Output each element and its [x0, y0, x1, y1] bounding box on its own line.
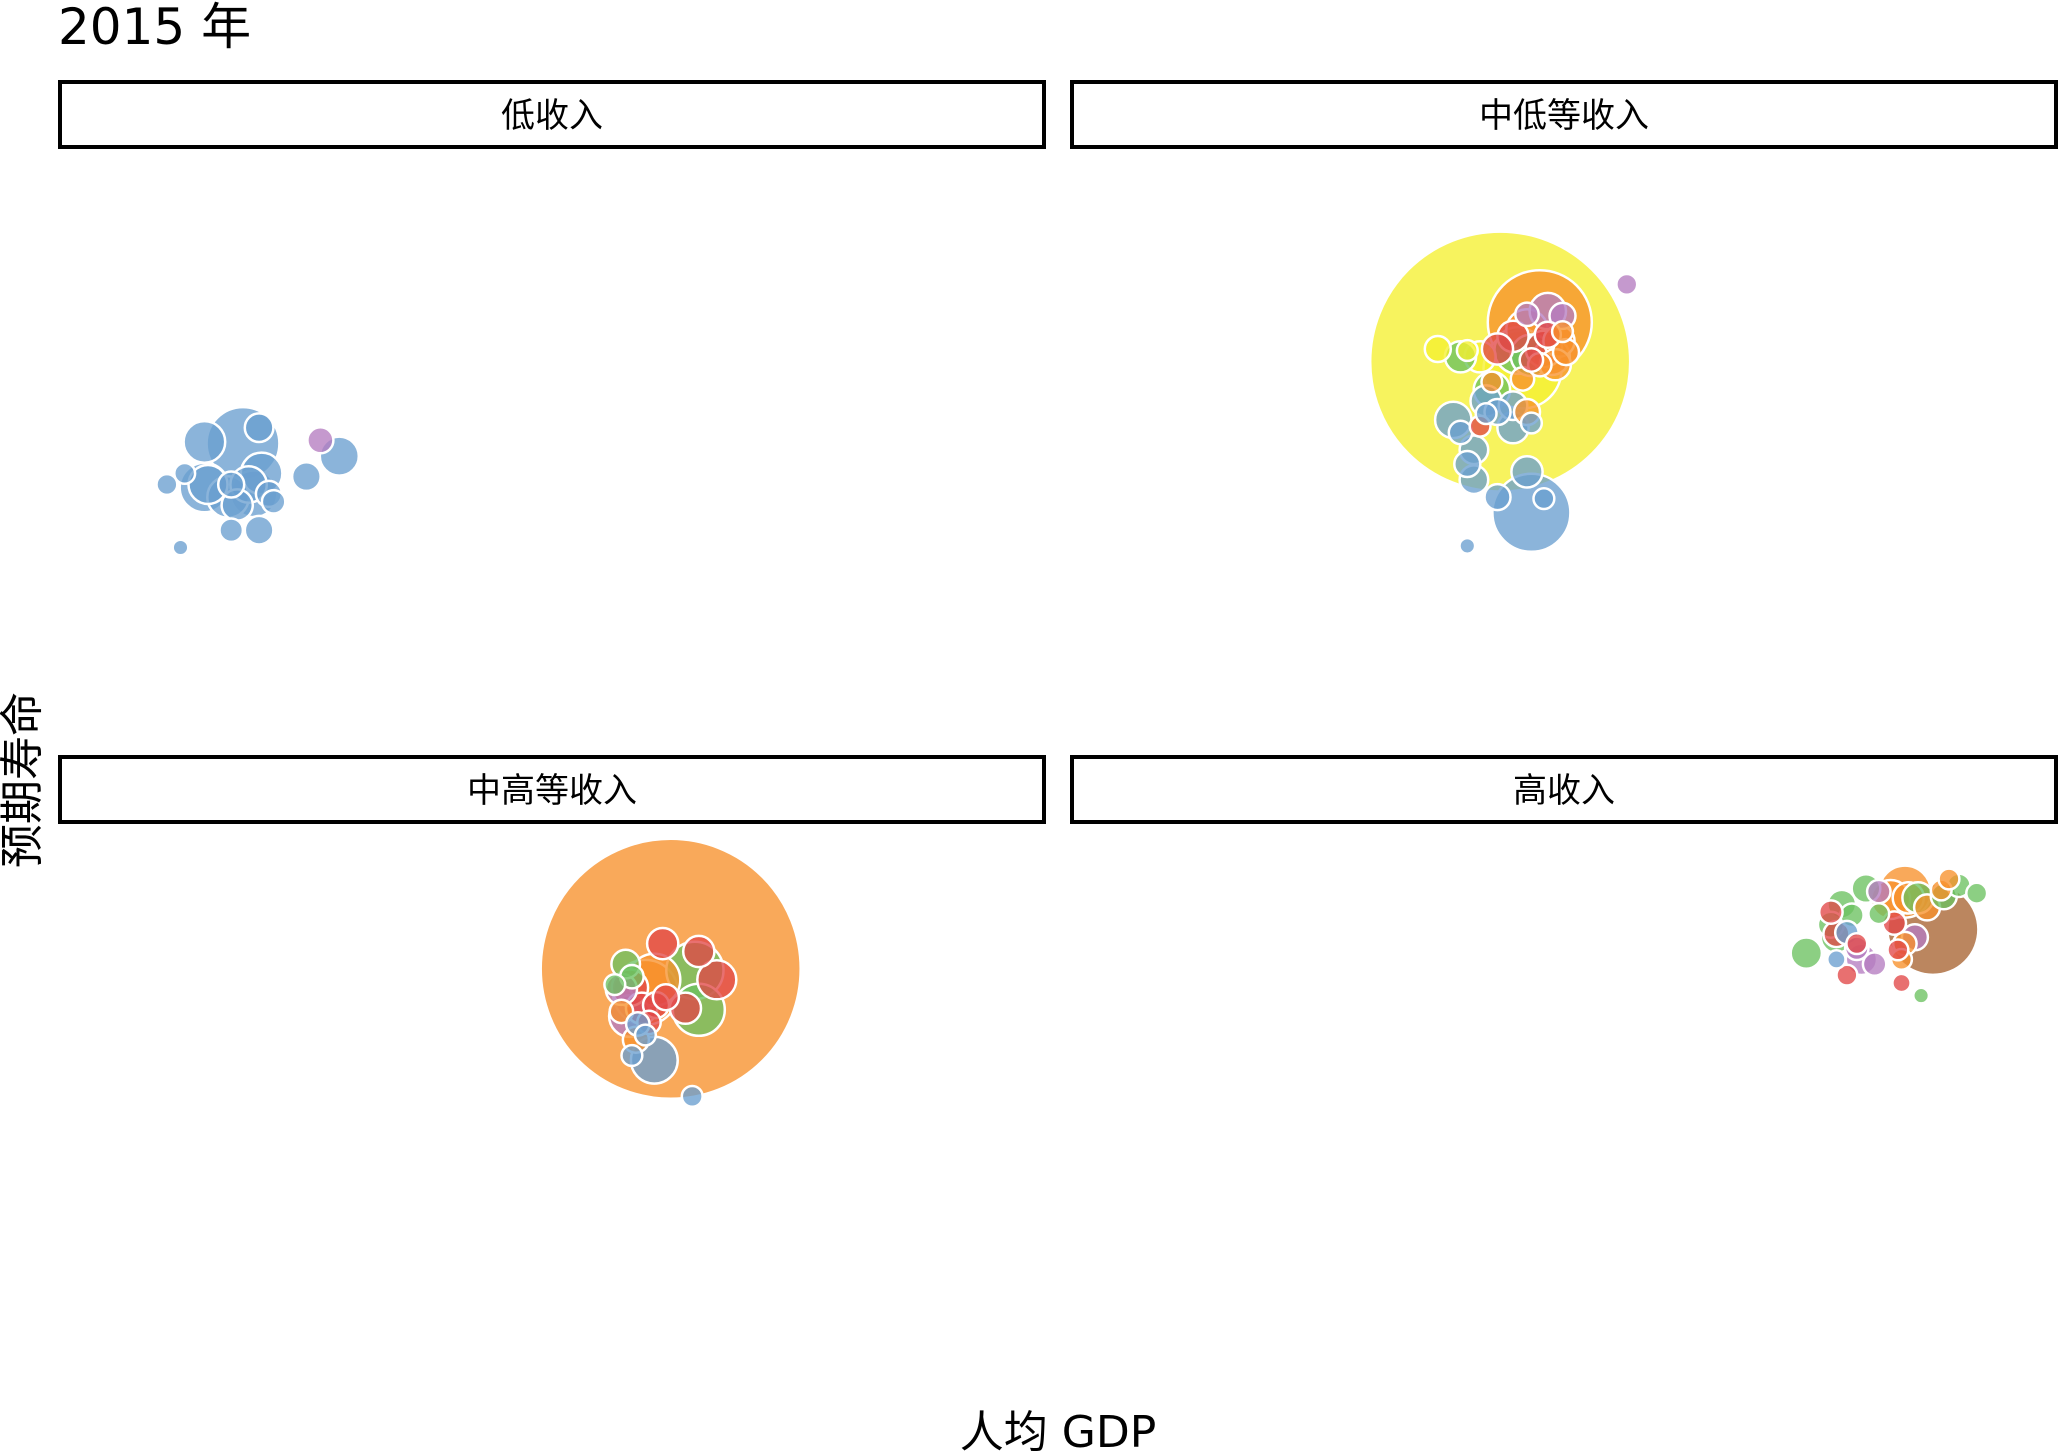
bubble-point — [1845, 931, 1869, 956]
bubble-point — [1835, 963, 1859, 987]
bubble-point — [1965, 881, 1989, 905]
strip-high-income — [1070, 755, 2058, 824]
bubble-point — [1550, 319, 1575, 344]
bubble-point — [1891, 972, 1912, 994]
bubble-point — [1519, 411, 1544, 435]
strip-lower-middle-income — [1070, 80, 2058, 149]
bubble-point — [1480, 370, 1504, 394]
bubble-point — [1615, 272, 1639, 297]
panel-lower-middle-income: 中低等收入 — [1070, 80, 2058, 555]
bubble-point — [1817, 899, 1844, 926]
bubble-point — [1532, 486, 1556, 511]
bubble-point — [696, 959, 738, 1001]
bubble-point — [218, 517, 245, 544]
panel-upper-middle-income: 中高等收入 — [58, 755, 1046, 1109]
bubble-point — [1453, 449, 1482, 479]
x-axis-label: 人均 GDP — [960, 1407, 1157, 1456]
bubble-point — [290, 461, 322, 493]
points-lower-middle-income — [1368, 230, 1639, 555]
bubble-point — [260, 488, 287, 515]
panel-high-income: 高收入 — [1070, 755, 2058, 1005]
bubble-point — [1826, 949, 1847, 970]
bubble-point — [633, 1023, 658, 1047]
strip-label-upper-middle-income: 中高等收入 — [467, 771, 637, 811]
chart-title: 2015 年 — [58, 0, 251, 56]
y-axis-label: 预期寿命 — [0, 692, 48, 868]
bubble-point — [306, 426, 335, 455]
bubble-point — [1480, 332, 1515, 366]
bubble-point — [182, 419, 227, 464]
bubble-point — [645, 926, 680, 961]
bubble-point — [1912, 986, 1931, 1005]
bubble-point — [1867, 902, 1891, 926]
bubble-point — [216, 470, 246, 499]
bubble-point — [1937, 867, 1961, 891]
bubble-point — [1510, 455, 1544, 489]
bubble-point — [1474, 401, 1498, 426]
bubble-point — [1886, 938, 1910, 962]
bubble-point — [1514, 301, 1540, 328]
strip-label-low-income: 低收入 — [501, 96, 603, 136]
points-low-income — [155, 405, 361, 557]
bubble-point — [681, 934, 716, 969]
bubble-point — [1458, 536, 1477, 555]
strip-label-lower-middle-income: 中低等收入 — [1479, 96, 1649, 136]
bubble-point — [603, 972, 627, 997]
bubble-point — [1861, 951, 1888, 978]
strip-low-income — [58, 80, 1046, 149]
points-high-income — [1789, 864, 1989, 1005]
bubble-point — [1483, 482, 1512, 512]
strip-label-high-income: 高收入 — [1513, 771, 1615, 811]
bubble-point — [1455, 338, 1479, 363]
strip-upper-middle-income — [58, 755, 1046, 824]
bubble-point — [1423, 334, 1453, 364]
bubble-point — [171, 538, 190, 557]
bubble-point — [620, 1043, 644, 1068]
bubble-point — [155, 472, 179, 497]
bubble-point — [1865, 878, 1892, 905]
bubble-point — [173, 461, 197, 486]
points-upper-middle-income — [539, 837, 802, 1109]
bubble-point — [243, 412, 275, 444]
bubble-point — [651, 982, 681, 1012]
bubble-point — [1518, 347, 1545, 373]
bubble-point — [243, 514, 275, 546]
bubble-point — [1789, 936, 1824, 970]
panel-low-income: 低收入 — [58, 80, 1046, 557]
bubble-point — [680, 1084, 704, 1109]
